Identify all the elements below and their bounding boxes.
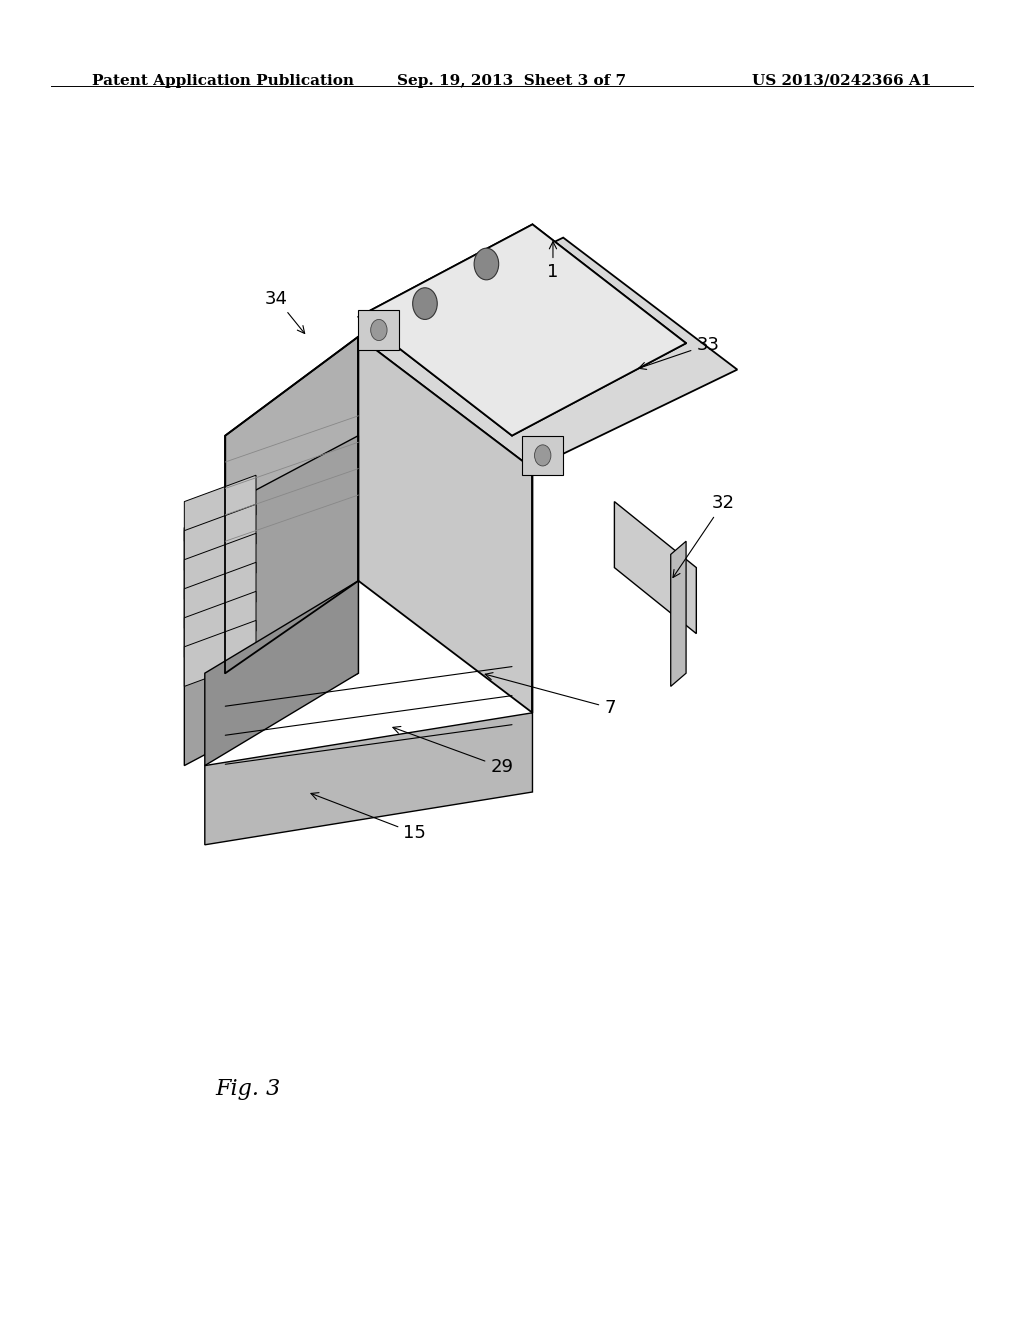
Text: 7: 7 xyxy=(485,673,615,717)
Polygon shape xyxy=(614,502,696,634)
Polygon shape xyxy=(184,504,256,570)
Text: 34: 34 xyxy=(265,289,305,334)
Polygon shape xyxy=(225,337,358,673)
Text: US 2013/0242366 A1: US 2013/0242366 A1 xyxy=(753,74,932,88)
Circle shape xyxy=(371,319,387,341)
Text: 32: 32 xyxy=(673,494,734,577)
Text: Patent Application Publication: Patent Application Publication xyxy=(92,74,354,88)
Polygon shape xyxy=(205,581,358,766)
Polygon shape xyxy=(184,475,256,541)
Polygon shape xyxy=(358,238,737,469)
Polygon shape xyxy=(671,541,686,686)
Polygon shape xyxy=(522,436,563,475)
Polygon shape xyxy=(184,620,256,686)
Circle shape xyxy=(535,445,551,466)
Polygon shape xyxy=(358,310,399,350)
Text: 29: 29 xyxy=(393,726,513,776)
Text: Fig. 3: Fig. 3 xyxy=(215,1078,281,1100)
Text: Sep. 19, 2013  Sheet 3 of 7: Sep. 19, 2013 Sheet 3 of 7 xyxy=(397,74,627,88)
Circle shape xyxy=(474,248,499,280)
Polygon shape xyxy=(358,337,532,713)
Polygon shape xyxy=(358,224,686,436)
Circle shape xyxy=(413,288,437,319)
Polygon shape xyxy=(184,436,358,766)
Text: 1: 1 xyxy=(547,242,559,281)
Polygon shape xyxy=(205,713,532,845)
Polygon shape xyxy=(184,533,256,599)
Text: 15: 15 xyxy=(311,792,426,842)
Text: 33: 33 xyxy=(639,335,719,370)
Polygon shape xyxy=(184,591,256,657)
Polygon shape xyxy=(184,562,256,628)
